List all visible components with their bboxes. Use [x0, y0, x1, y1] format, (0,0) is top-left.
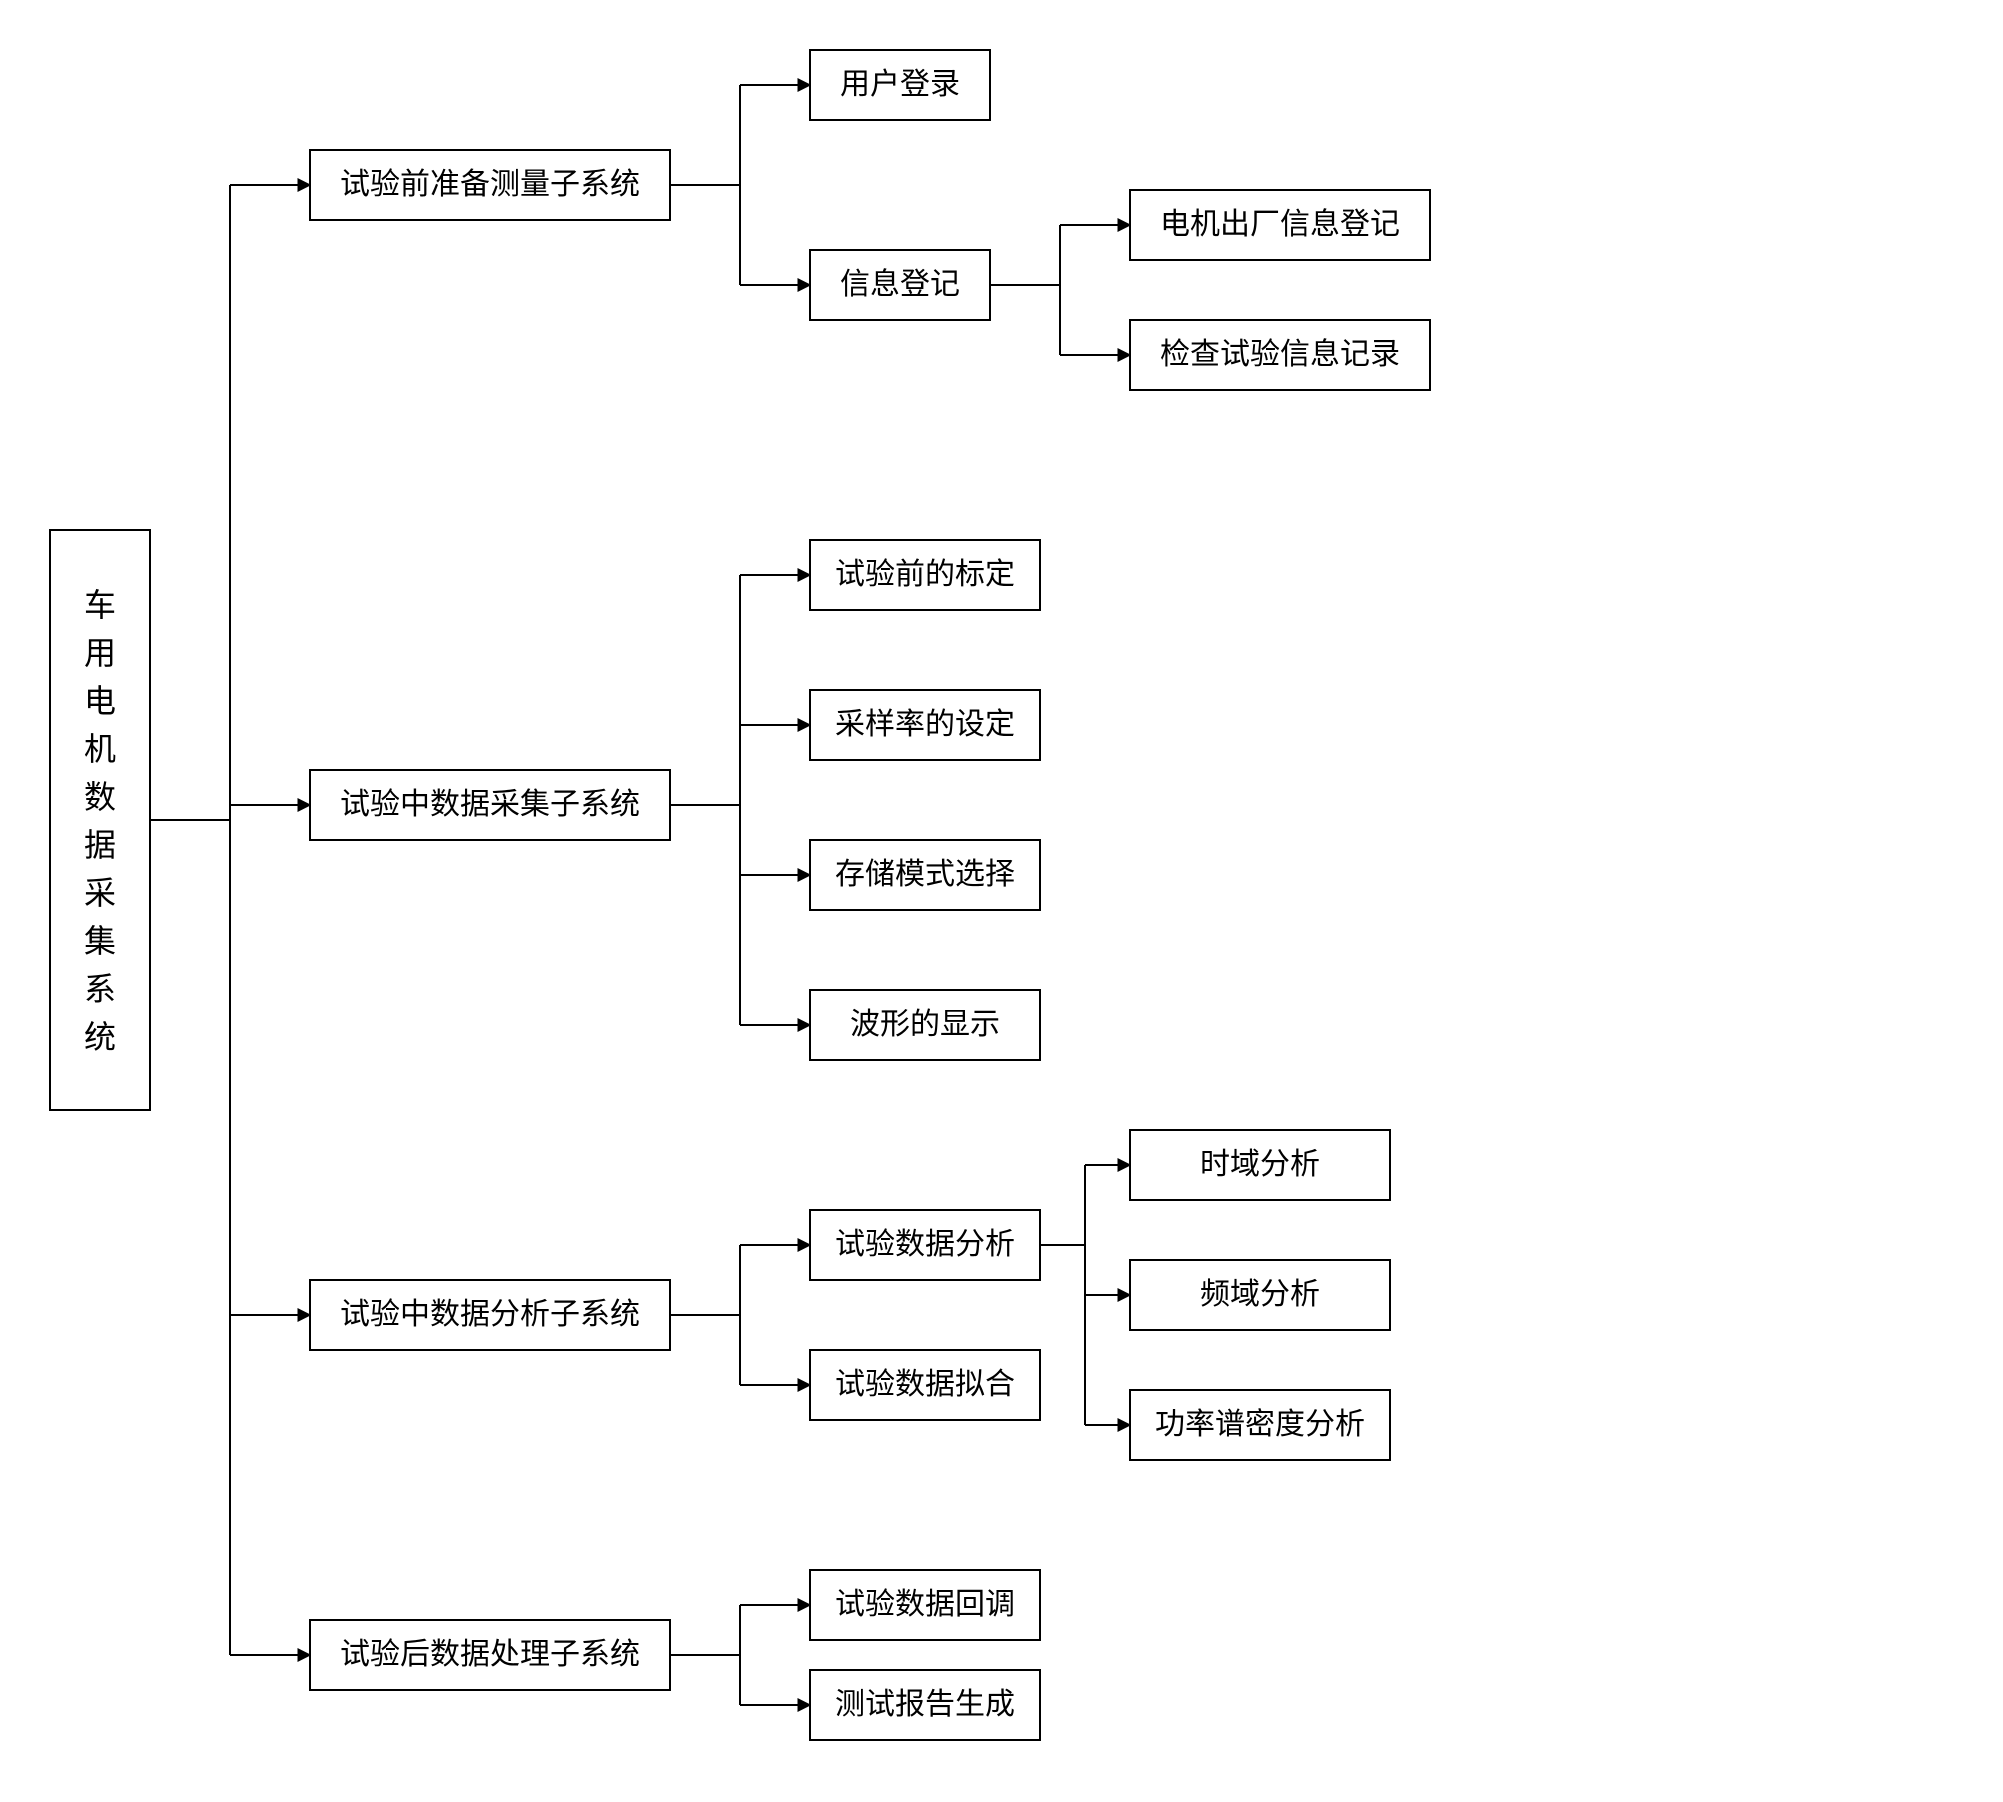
node-label: 集 — [84, 923, 116, 959]
node-label: 频域分析 — [1200, 1278, 1320, 1311]
node-label: 试验中数据采集子系统 — [340, 788, 640, 821]
node-label: 信息登记 — [840, 268, 960, 301]
node-label: 试验数据拟合 — [835, 1368, 1015, 1401]
node-label: 存储模式选择 — [835, 858, 1015, 891]
node-label: 试验前的标定 — [835, 558, 1015, 591]
node-label: 数 — [84, 779, 116, 815]
node-label: 用 — [84, 635, 116, 671]
node-label: 检查试验信息记录 — [1160, 338, 1400, 371]
node-label: 车 — [84, 587, 116, 623]
node-label: 试验数据回调 — [835, 1588, 1015, 1621]
tree-diagram: 车用电机数据采集系统 试验前准备测量子系统试验中数据采集子系统试验中数据分析子系统… — [0, 0, 2003, 1802]
node-label: 采 — [84, 875, 116, 911]
node-label: 测试报告生成 — [835, 1688, 1015, 1721]
node-label: 试验数据分析 — [835, 1228, 1015, 1261]
node-label: 电 — [84, 683, 116, 719]
node-label: 机 — [84, 731, 116, 767]
node-label: 采样率的设定 — [835, 708, 1015, 741]
node-label: 波形的显示 — [850, 1008, 1000, 1041]
node-label: 功率谱密度分析 — [1155, 1408, 1365, 1441]
node-label: 试验中数据分析子系统 — [340, 1298, 640, 1331]
node-label: 用户登录 — [840, 68, 960, 101]
node-label: 电机出厂信息登记 — [1160, 208, 1400, 241]
node-label: 试验后数据处理子系统 — [340, 1638, 640, 1671]
node-label: 试验前准备测量子系统 — [340, 168, 640, 201]
node-label: 时域分析 — [1200, 1148, 1320, 1181]
node-label: 系 — [84, 971, 116, 1007]
node-label: 据 — [84, 827, 116, 863]
node-label: 统 — [84, 1019, 116, 1055]
